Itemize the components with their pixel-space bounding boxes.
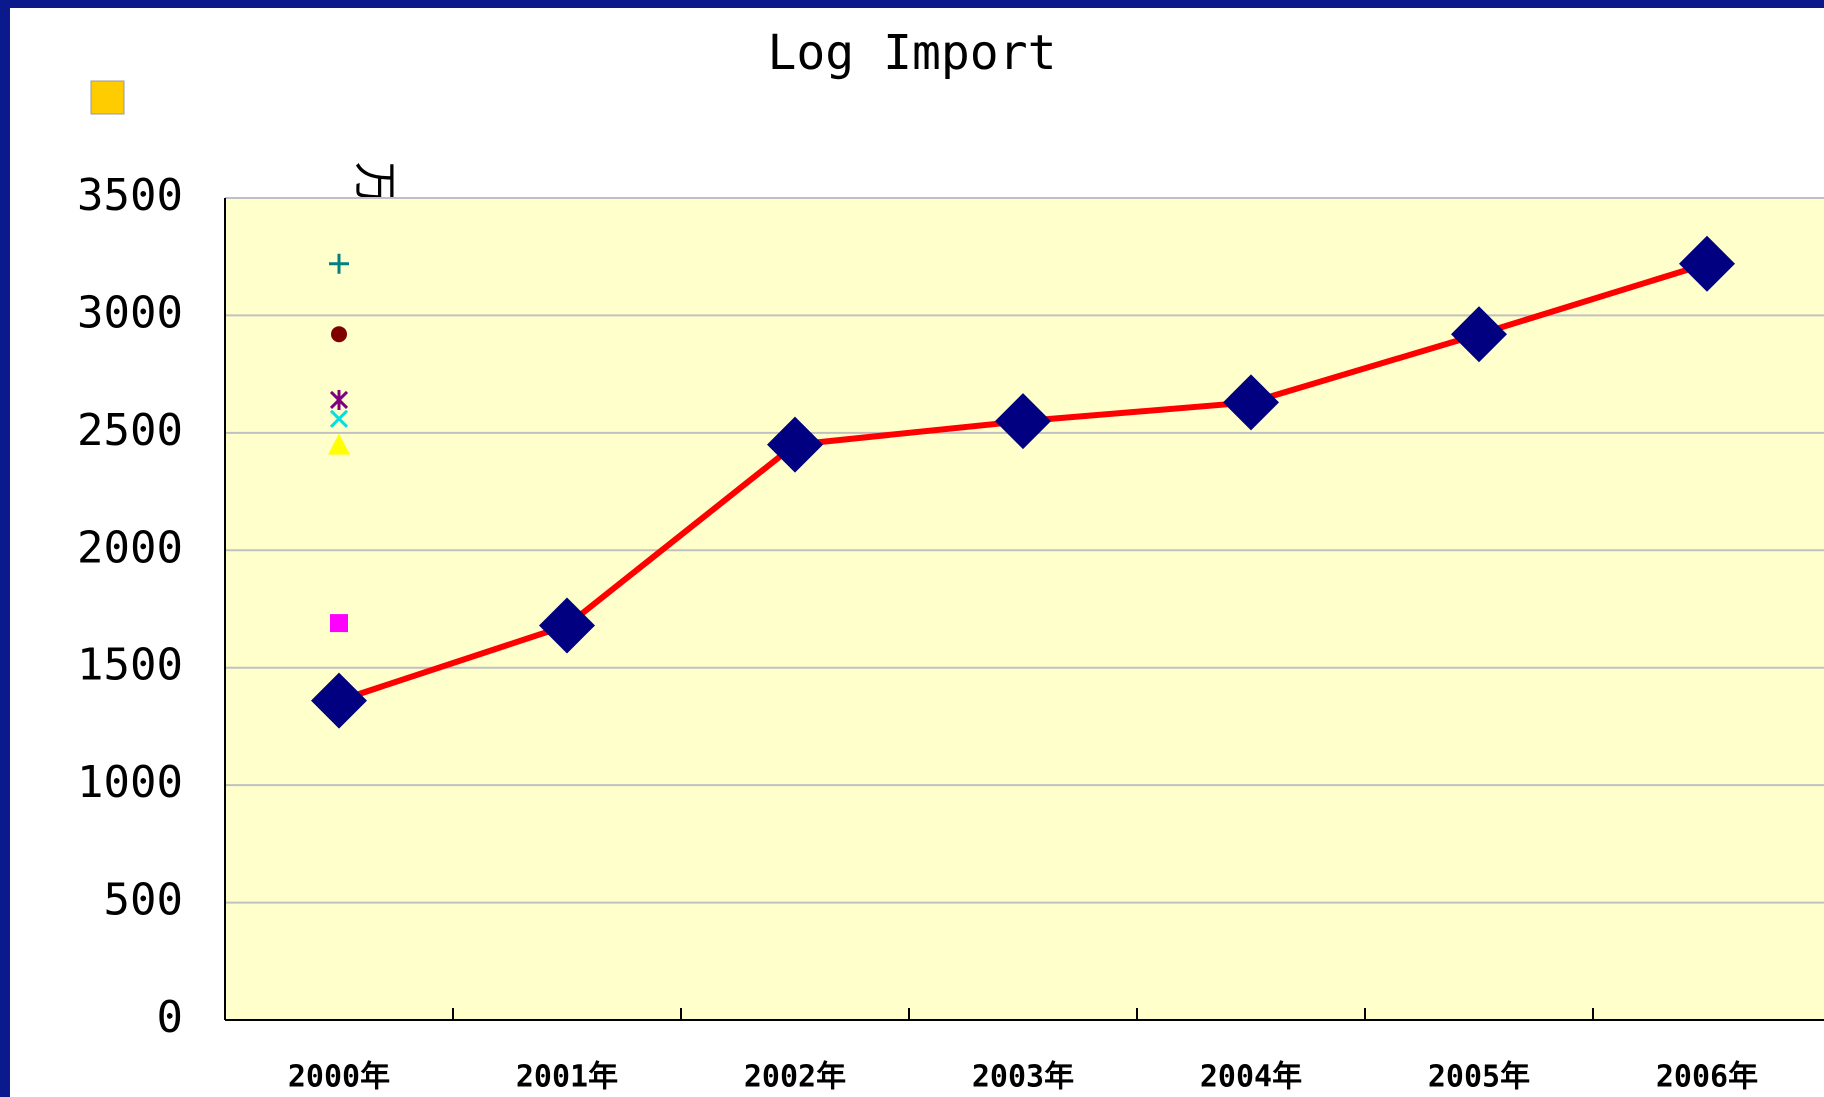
- data-point: [331, 326, 347, 343]
- data-point: [329, 389, 349, 410]
- data-point: [1679, 235, 1735, 292]
- marker: [328, 433, 350, 455]
- y-tick-label: 1500: [77, 640, 183, 691]
- y-tick-label: 2500: [77, 405, 183, 456]
- y-tick-label: 0: [157, 992, 184, 1043]
- data-point: [311, 672, 367, 729]
- data-point: [1451, 306, 1507, 363]
- x-tick-label: 2001年: [516, 1060, 618, 1095]
- data-point: [330, 614, 348, 633]
- x-tick-label: 2004年: [1200, 1060, 1302, 1095]
- chart-title: Log Import: [768, 25, 1057, 81]
- marker: [539, 597, 595, 654]
- x-tick-label: 2006年: [1656, 1060, 1758, 1095]
- marker: [329, 409, 349, 428]
- x-tick-label: 2005年: [1428, 1060, 1530, 1095]
- data-point: [328, 433, 350, 455]
- y-tick-label: 3000: [77, 287, 183, 338]
- data-point: [329, 253, 349, 274]
- legend-swatch: [90, 80, 125, 115]
- y-tick-label: 2000: [77, 522, 183, 573]
- data-point: [767, 416, 823, 473]
- marker: [995, 393, 1051, 450]
- data-point: [329, 409, 349, 428]
- data-point: [995, 393, 1051, 450]
- data-point: [1223, 374, 1279, 431]
- marker: [311, 672, 367, 729]
- x-tick-label: 2002年: [744, 1060, 846, 1095]
- y-tick-label: 1000: [77, 757, 183, 808]
- marker: [1679, 235, 1735, 292]
- plot-area: [225, 198, 1824, 1020]
- marker: [330, 614, 348, 633]
- y-tick-label: 3500: [77, 170, 183, 221]
- marker: [1223, 374, 1279, 431]
- x-tick-label: 2000年: [288, 1060, 390, 1095]
- y-tick-label: 500: [104, 875, 183, 926]
- marker: [331, 326, 347, 343]
- marker: [767, 416, 823, 473]
- x-tick-label: 2003年: [972, 1060, 1074, 1095]
- marker: [1451, 306, 1507, 363]
- data-point: [539, 597, 595, 654]
